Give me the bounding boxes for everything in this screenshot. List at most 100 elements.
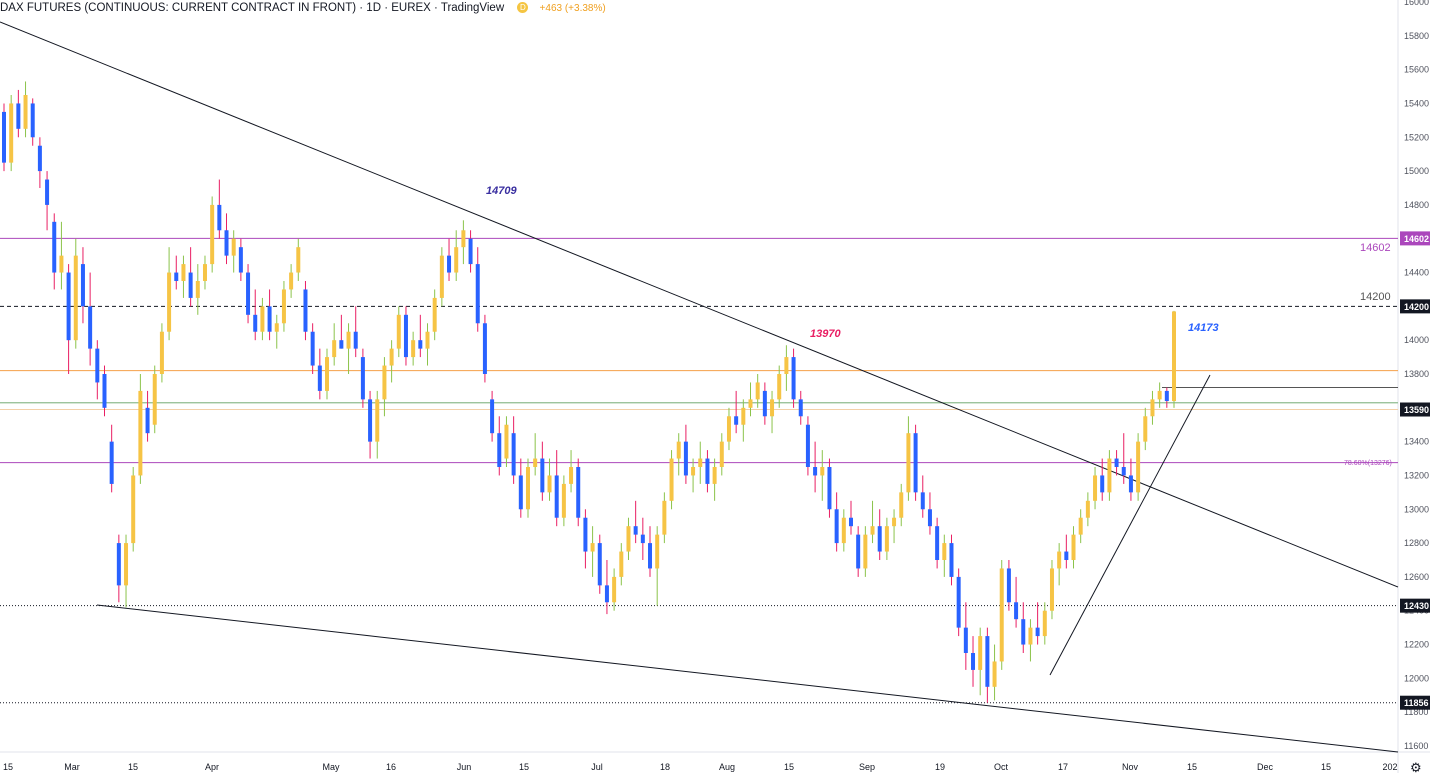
- candle-body: [1021, 619, 1026, 645]
- price-axis-label: 12430: [1404, 601, 1429, 611]
- candle-body: [1128, 475, 1133, 493]
- candle-body: [683, 441, 688, 476]
- candle-body: [604, 585, 609, 603]
- candle-body: [360, 357, 365, 400]
- candle-body: [533, 458, 538, 467]
- candle-body: [648, 543, 653, 569]
- candle-body: [978, 636, 983, 670]
- x-tick-label: 15: [519, 762, 529, 772]
- candle-body: [461, 230, 466, 248]
- candle-body: [368, 399, 373, 442]
- candle-body: [777, 374, 782, 400]
- candle-body: [1064, 551, 1069, 560]
- y-tick-label: 13800: [1404, 369, 1429, 379]
- candle-body: [210, 204, 215, 265]
- candle-body: [16, 103, 21, 129]
- candle-body: [590, 543, 595, 552]
- y-tick-label: 15200: [1404, 132, 1429, 142]
- candle-body: [30, 103, 35, 138]
- candle-body: [884, 526, 889, 552]
- candle-body: [655, 534, 660, 569]
- candle-body: [583, 517, 588, 552]
- x-tick-label: 15: [128, 762, 138, 772]
- candle-body: [669, 458, 674, 501]
- y-tick-label: 12000: [1404, 673, 1429, 683]
- candle-body: [999, 568, 1004, 662]
- candle-body: [877, 526, 882, 552]
- candle-body: [504, 424, 509, 459]
- candle-body: [432, 297, 437, 332]
- price-change: +463 (+3.38%): [539, 3, 606, 14]
- candle-body: [1071, 534, 1076, 560]
- x-tick-label: Jul: [591, 762, 603, 772]
- candle-body: [949, 543, 954, 577]
- candle-body: [791, 357, 796, 400]
- y-tick-label: 14800: [1404, 200, 1429, 210]
- candle-body: [640, 534, 645, 544]
- candle-body: [418, 340, 423, 349]
- candle-body: [985, 636, 990, 687]
- candle-body: [942, 543, 947, 560]
- candle-body: [88, 306, 93, 349]
- y-tick-label: 16000: [1404, 0, 1429, 7]
- x-tick-label: Oct: [994, 762, 1009, 772]
- x-tick-label: 15: [1321, 762, 1331, 772]
- candle-body: [490, 399, 495, 434]
- y-tick-label: 15800: [1404, 31, 1429, 41]
- price-axis-label-bg: [1400, 695, 1430, 710]
- candle-body: [691, 467, 696, 476]
- x-tick-label: 19: [935, 762, 945, 772]
- x-tick-label: Dec: [1257, 762, 1274, 772]
- candle-body: [274, 323, 279, 332]
- x-tick-label: Aug: [719, 762, 735, 772]
- x-tick-label: May: [322, 762, 340, 772]
- price-axis-label-bg: [1400, 231, 1430, 246]
- x-tick-label: 202: [1382, 762, 1397, 772]
- candle-body: [253, 314, 258, 332]
- candle-body: [633, 526, 638, 535]
- candle-body: [281, 289, 286, 324]
- x-tick-label: 15: [784, 762, 794, 772]
- candle-body: [726, 416, 731, 442]
- gear-icon[interactable]: ⚙: [1410, 760, 1422, 775]
- candle-body: [289, 272, 294, 290]
- y-tick-label: 14000: [1404, 335, 1429, 345]
- y-tick-label: 12800: [1404, 538, 1429, 548]
- candle-body: [1143, 416, 1148, 442]
- candle-body: [181, 264, 186, 281]
- candle-body: [131, 475, 136, 544]
- candle-body: [834, 509, 839, 544]
- y-tick-label: 15400: [1404, 98, 1429, 108]
- candle-body: [246, 272, 251, 315]
- y-tick-label: 12200: [1404, 640, 1429, 650]
- x-tick-label: Apr: [205, 762, 219, 772]
- y-tick-label: 13000: [1404, 504, 1429, 514]
- candle-body: [1035, 627, 1040, 637]
- y-tick-label: 15000: [1404, 166, 1429, 176]
- data-delay-badge[interactable]: D: [517, 2, 529, 13]
- candle-body: [784, 357, 789, 374]
- candle-body: [167, 272, 172, 332]
- candle-body: [1042, 610, 1047, 637]
- y-tick-label: 12600: [1404, 572, 1429, 582]
- candles-group: [2, 81, 1176, 703]
- candle-body: [403, 314, 408, 358]
- candle-body: [712, 467, 717, 484]
- candle-body: [411, 340, 416, 358]
- candle-body: [375, 399, 380, 442]
- candle-body: [425, 331, 430, 349]
- candle-body: [353, 331, 358, 349]
- candle-body: [497, 433, 502, 467]
- candle-body: [159, 331, 164, 374]
- candle-body: [1100, 475, 1105, 493]
- chart-title: DAX FUTURES (CONTINUOUS: CURRENT CONTRAC…: [0, 2, 505, 14]
- y-tick-label: 15600: [1404, 65, 1429, 75]
- trendline: [96, 604, 1399, 753]
- candle-body: [927, 509, 932, 527]
- candle-body: [1157, 390, 1162, 400]
- price-axis-label-bg: [1400, 402, 1430, 417]
- candle-body: [935, 526, 940, 560]
- candle-body: [439, 255, 444, 298]
- candle-body: [447, 255, 452, 273]
